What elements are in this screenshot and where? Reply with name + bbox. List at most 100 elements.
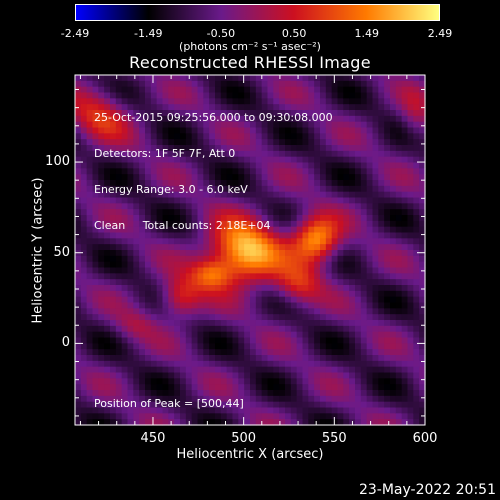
heatmap-cell (226, 226, 234, 234)
heatmap-cell (215, 401, 222, 409)
heatmap-cell (133, 255, 140, 263)
heatmap-cell (395, 360, 403, 368)
heatmap-cell (302, 296, 309, 304)
heatmap-cell (308, 349, 315, 356)
heatmap-cell (395, 384, 403, 391)
heatmap-cell (255, 75, 263, 82)
heatmap-cell (273, 127, 280, 134)
heatmap-cell (174, 220, 181, 228)
heatmap-cell (320, 366, 327, 374)
heatmap-cell (407, 279, 414, 286)
heatmap-cell (261, 372, 269, 379)
heatmap-cell (86, 366, 94, 374)
heatmap-cell (378, 92, 385, 99)
heatmap-cell (331, 390, 339, 397)
heatmap-cell (285, 261, 292, 269)
heatmap-cell (232, 250, 239, 257)
heatmap-cell (191, 261, 199, 269)
heatmap-cell (401, 419, 409, 426)
heatmap-cell (279, 156, 286, 164)
heatmap-cell (407, 296, 414, 304)
heatmap-cell (308, 261, 315, 269)
heatmap-cell (331, 238, 339, 245)
heatmap-cell (267, 314, 274, 321)
heatmap-cell (401, 413, 409, 420)
heatmap-cell (191, 273, 199, 280)
heatmap-cell (407, 267, 414, 274)
heatmap-cell (244, 308, 251, 315)
heatmap-cell (185, 343, 193, 350)
heatmap-cell (115, 133, 123, 140)
heatmap-cell (110, 314, 117, 321)
heatmap-cell (401, 150, 409, 158)
heatmap-cell (244, 203, 251, 210)
heatmap-cell (337, 407, 344, 414)
heatmap-cell (215, 296, 222, 304)
heatmap-cell (232, 395, 239, 403)
heatmap-cell (296, 349, 304, 356)
heatmap-cell (366, 150, 374, 158)
heatmap-cell (185, 162, 193, 169)
heatmap-cell (320, 360, 327, 368)
heatmap-cell (360, 75, 368, 82)
heatmap-cell (121, 296, 129, 304)
heatmap-cell (401, 115, 409, 123)
heatmap-cell (86, 384, 94, 391)
heatmap-cell (197, 191, 204, 199)
heatmap-cell (162, 115, 169, 123)
heatmap-cell (407, 349, 414, 356)
heatmap-cell (355, 407, 362, 414)
heatmap-cell (133, 395, 140, 403)
heatmap-cell (220, 75, 228, 82)
heatmap-cell (104, 384, 111, 391)
heatmap-cell (407, 244, 414, 251)
heatmap-cell (390, 174, 397, 181)
heatmap-cell (302, 80, 309, 88)
heatmap-cell (162, 238, 169, 245)
heatmap-cell (145, 390, 152, 397)
heatmap-cell (110, 180, 117, 187)
heatmap-cell (180, 180, 187, 187)
heatmap-cell (174, 366, 181, 374)
heatmap-cell (372, 92, 379, 99)
heatmap-cell (115, 121, 123, 129)
heatmap-cell (255, 395, 263, 403)
heatmap-cell (261, 261, 269, 269)
heatmap-cell (203, 244, 210, 251)
heatmap-cell (250, 285, 257, 292)
heatmap-cell (220, 110, 228, 117)
heatmap-cell (285, 395, 292, 403)
heatmap-cell (75, 407, 82, 414)
heatmap-cell (325, 320, 333, 327)
heatmap-cell (220, 232, 228, 239)
heatmap-cell (156, 337, 164, 344)
heatmap-cell (314, 279, 321, 286)
heatmap-cell (150, 121, 158, 129)
heatmap-cell (238, 156, 245, 164)
heatmap-cell (296, 75, 304, 82)
heatmap-cell (168, 115, 175, 123)
heatmap-cell (372, 279, 379, 286)
heatmap-cell (255, 127, 263, 134)
heatmap-cell (86, 273, 94, 280)
heatmap-cell (390, 314, 397, 321)
heatmap-cell (395, 104, 403, 111)
heatmap-cell (145, 366, 152, 374)
heatmap-cell (343, 390, 350, 397)
heatmap-cell (156, 261, 164, 269)
heatmap-cell (407, 180, 414, 187)
heatmap-cell (343, 98, 350, 105)
heatmap-cell (75, 168, 82, 175)
heatmap-cell (80, 104, 88, 111)
heatmap-cell (302, 401, 309, 409)
heatmap-cell (378, 314, 385, 321)
heatmap-cell (238, 80, 245, 88)
heatmap-cell (378, 115, 385, 123)
heatmap-cell (366, 378, 374, 385)
heatmap-cell (180, 325, 187, 333)
heatmap-cell (244, 174, 251, 181)
heatmap-cell (401, 92, 409, 99)
heatmap-cell (384, 325, 391, 333)
heatmap-cell (331, 308, 339, 315)
colorbar-units: (photons cm⁻² s⁻¹ asec⁻²) (179, 40, 321, 53)
